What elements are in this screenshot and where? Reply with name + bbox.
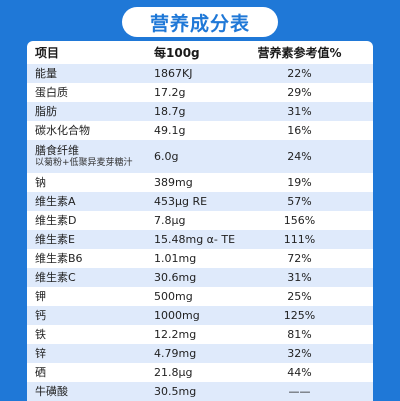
nutrient-note: 以菊粉+低聚异麦芽糖汁 (35, 157, 133, 168)
nutrient-name: 维生素D (35, 211, 76, 230)
nutrient-name: 膳食纤维 以菊粉+低聚异麦芽糖汁 (35, 140, 133, 173)
table-header: 项目 每100g 营养素参考值% (27, 43, 373, 62)
table-row: 维生素C 30.6mg 31% (27, 268, 373, 287)
nutrient-nrv-percent: 32% (287, 347, 312, 360)
nutrient-name: 钠 (35, 173, 46, 192)
nutrient-name: 维生素A (35, 192, 76, 211)
nutrient-nrv-percent: 29% (287, 86, 312, 99)
nutrient-label: 钙 (35, 309, 46, 322)
nutrient-amount: 389mg (154, 176, 193, 189)
nutrient-amount: 30.6mg (154, 271, 197, 284)
nutrient-label: 硒 (35, 366, 46, 379)
header-per-100g: 每100g (154, 46, 200, 60)
nutrient-label: 脂肪 (35, 105, 57, 118)
nutrient-label: 维生素D (35, 214, 77, 227)
table-row: 锌 4.79mg 32% (27, 344, 373, 363)
header-nrv-percent: 营养素参考值% (257, 46, 342, 60)
nutrient-amount: 1.01mg (154, 252, 197, 265)
nutrient-label: 锌 (35, 347, 46, 360)
nutrient-nrv-percent: —— (288, 385, 311, 398)
nutrient-name: 维生素B6 (35, 249, 83, 268)
table-row: 维生素D 7.8μg 156% (27, 211, 373, 230)
nutrient-amount: 15.48mg α- TE (154, 233, 236, 246)
table-row: 钙 1000mg 125% (27, 306, 373, 325)
nutrient-label: 能量 (35, 67, 57, 80)
nutrient-nrv-percent: 125% (283, 309, 316, 322)
nutrient-nrv-percent: 72% (287, 252, 312, 265)
nutrient-name: 牛磺酸 (35, 382, 68, 401)
nutrient-amount: 500mg (154, 290, 193, 303)
page-title: 营养成分表 (122, 7, 278, 37)
table-row: 硒 21.8μg 44% (27, 363, 373, 382)
nutrient-amount: 1867KJ (154, 67, 193, 80)
nutrient-amount: 21.8μg (154, 366, 193, 379)
table-row: 维生素B6 1.01mg 72% (27, 249, 373, 268)
nutrient-name: 维生素C (35, 268, 76, 287)
nutrient-amount: 6.0g (154, 150, 179, 163)
nutrient-nrv-percent: 81% (287, 328, 312, 341)
table-row: 膳食纤维 以菊粉+低聚异麦芽糖汁 6.0g 24% (27, 140, 373, 173)
nutrient-name: 锌 (35, 344, 46, 363)
table-row: 铁 12.2mg 81% (27, 325, 373, 344)
nutrient-nrv-percent: 111% (283, 233, 316, 246)
nutrient-nrv-percent: 22% (287, 67, 312, 80)
nutrient-name: 能量 (35, 64, 57, 83)
nutrient-name: 钙 (35, 306, 46, 325)
nutrient-name: 铁 (35, 325, 46, 344)
nutrient-label: 牛磺酸 (35, 385, 68, 398)
nutrient-amount: 4.79mg (154, 347, 197, 360)
nutrient-nrv-percent: 25% (287, 290, 312, 303)
nutrient-name: 维生素E (35, 230, 75, 249)
nutrient-label: 维生素E (35, 233, 75, 246)
nutrient-nrv-percent: 156% (283, 214, 316, 227)
nutrient-label: 维生素B6 (35, 252, 83, 265)
nutrient-name: 碳水化合物 (35, 121, 90, 140)
nutrient-nrv-percent: 44% (287, 366, 312, 379)
table-row: 牛磺酸 30.5mg —— (27, 382, 373, 401)
nutrient-amount: 30.5mg (154, 385, 197, 398)
table-row: 能量 1867KJ 22% (27, 64, 373, 83)
nutrient-nrv-percent: 16% (287, 124, 312, 137)
nutrient-label: 维生素A (35, 195, 76, 208)
nutrient-name: 蛋白质 (35, 83, 68, 102)
nutrient-name: 脂肪 (35, 102, 57, 121)
nutrient-label: 维生素C (35, 271, 76, 284)
nutrient-label: 铁 (35, 328, 46, 341)
nutrient-label: 碳水化合物 (35, 124, 90, 137)
nutrient-nrv-percent: 31% (287, 271, 312, 284)
nutrient-amount: 18.7g (154, 105, 186, 118)
nutrient-amount: 1000mg (154, 309, 200, 322)
table-row: 维生素E 15.48mg α- TE 111% (27, 230, 373, 249)
nutrient-amount: 49.1g (154, 124, 186, 137)
nutrient-amount: 453μg RE (154, 195, 208, 208)
nutrient-nrv-percent: 57% (287, 195, 312, 208)
table-row: 维生素A 453μg RE 57% (27, 192, 373, 211)
nutrient-amount: 12.2mg (154, 328, 197, 341)
nutrient-nrv-percent: 24% (287, 150, 312, 163)
table-row: 钠 389mg 19% (27, 173, 373, 192)
nutrient-label: 钠 (35, 176, 46, 189)
nutrient-name: 钾 (35, 287, 46, 306)
table-body: 能量 1867KJ 22% 蛋白质 17.2g 29% 脂肪 18.7g 31% 碳水化合物 49.… (27, 64, 373, 401)
nutrient-nrv-percent: 19% (287, 176, 312, 189)
table-row: 碳水化合物 49.1g 16% (27, 121, 373, 140)
nutrient-label: 钾 (35, 290, 46, 303)
nutrient-label: 膳食纤维 (35, 143, 79, 157)
header-item: 项目 (35, 46, 60, 60)
nutrition-table: 项目 每100g 营养素参考值% 能量 1867KJ 22% 蛋白质 17.2g 29% 脂… (27, 41, 373, 401)
table-row: 脂肪 18.7g 31% (27, 102, 373, 121)
nutrient-label: 蛋白质 (35, 86, 68, 99)
table-row: 蛋白质 17.2g 29% (27, 83, 373, 102)
nutrient-amount: 7.8μg (154, 214, 186, 227)
table-row: 钾 500mg 25% (27, 287, 373, 306)
nutrient-name: 硒 (35, 363, 46, 382)
nutrient-nrv-percent: 31% (287, 105, 312, 118)
nutrient-amount: 17.2g (154, 86, 186, 99)
